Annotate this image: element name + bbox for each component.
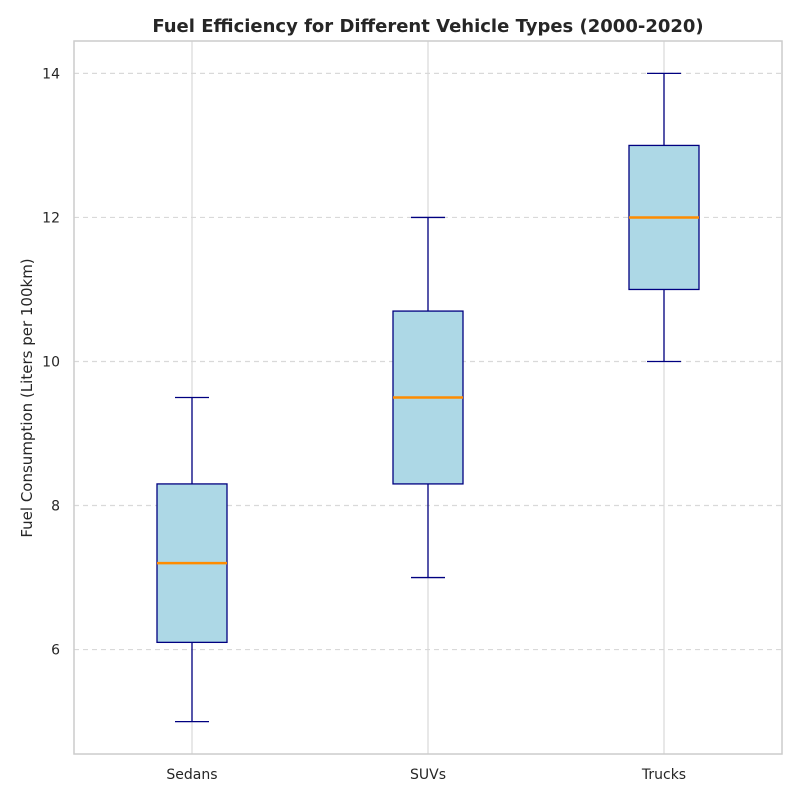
ticks: 6 8 10 12 14 Sedans SUVs Trucks: [42, 66, 686, 783]
plot-frame: [73, 40, 783, 755]
box-trucks: [628, 72, 700, 363]
box-sedans: [156, 396, 228, 723]
y-tick-label: 12: [42, 210, 60, 226]
chart-title: Fuel Efficiency for Different Vehicle Ty…: [152, 16, 703, 37]
x-tick-label: SUVs: [410, 767, 446, 783]
x-tick-label: Trucks: [641, 767, 686, 783]
y-tick-label: 6: [51, 643, 60, 659]
x-tick-label: Sedans: [166, 767, 217, 783]
y-tick-label: 10: [42, 354, 60, 370]
y-axis-label: Fuel Consumption (Liters per 100km): [18, 258, 36, 537]
box-suvs: [392, 216, 464, 579]
boxes: [156, 72, 700, 723]
y-tick-label: 8: [51, 499, 60, 515]
y-tick-label: 14: [42, 66, 60, 82]
